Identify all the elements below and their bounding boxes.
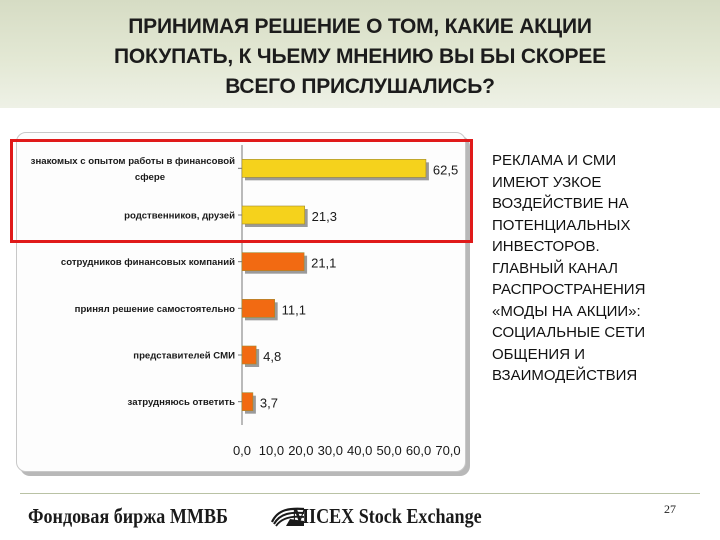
x-tick-label: 30,0	[318, 443, 343, 458]
data-label: 21,3	[312, 209, 337, 224]
category-label: родственников, друзей	[124, 211, 235, 222]
category-label: сотрудников финансовых компаний	[61, 257, 235, 268]
category-label: знакомых с опытом работы в финансовой	[31, 156, 235, 167]
footer-logo: Фондовая биржа ММВБ MICEX Stock Exchange	[28, 503, 513, 529]
title-band	[0, 0, 720, 108]
page-number: 27	[664, 502, 676, 516]
chart-marks: 62,5 знакомых с опытом работы в финансово…	[31, 145, 461, 458]
x-tick-label: 0,0	[233, 443, 251, 458]
logo-text-en: MICEX Stock Exchange	[292, 503, 483, 528]
micex-emblem-icon	[271, 507, 305, 527]
category-label: затрудняюсь ответить	[128, 397, 236, 408]
highlight-box	[10, 139, 473, 243]
category-label: представителей СМИ	[133, 351, 235, 362]
x-tick-label: 10,0	[259, 443, 284, 458]
x-tick-label: 40,0	[347, 443, 372, 458]
data-label: 3,7	[260, 396, 278, 411]
bar	[241, 252, 305, 271]
data-label: 4,8	[263, 349, 281, 364]
footer-divider	[20, 493, 700, 494]
side-note: РЕКЛАМА И СМИ ИМЕЮТ УЗКОЕ ВОЗДЕЙСТВИЕ НА…	[492, 152, 646, 384]
bar	[241, 392, 254, 411]
x-tick-label: 20,0	[288, 443, 313, 458]
page-title: ПРИНИМАЯ РЕШЕНИЕ О ТОМ, КАКИЕ АКЦИИ ПОКУ…	[114, 15, 606, 98]
chart-panel	[16, 132, 466, 472]
data-label: 21,1	[311, 256, 336, 271]
data-label: 11,1	[282, 302, 306, 317]
x-tick-label: 60,0	[406, 443, 431, 458]
category-label: сфере	[135, 172, 165, 183]
category-label: принял решение самостоятельно	[75, 304, 235, 315]
bar	[241, 345, 257, 365]
logo-text-ru: Фондовая биржа ММВБ	[28, 503, 228, 528]
bar	[241, 299, 275, 318]
data-label: 62,5	[433, 162, 458, 177]
x-tick-label: 50,0	[376, 443, 401, 458]
x-tick-label: 70,0	[435, 443, 460, 458]
